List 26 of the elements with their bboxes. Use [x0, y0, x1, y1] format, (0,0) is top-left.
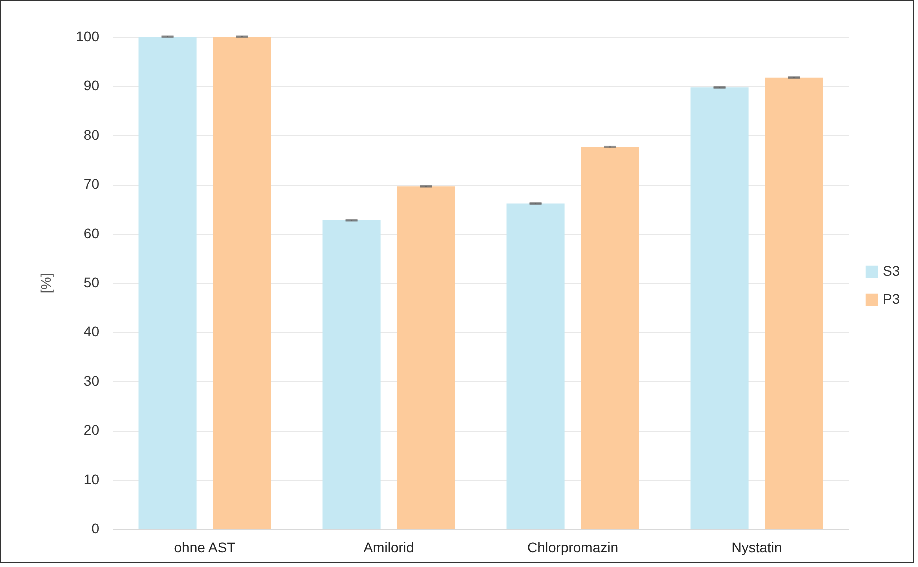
y-axis-title: [%] [38, 273, 54, 294]
bar [397, 186, 456, 529]
x-tick-label: ohne AST [174, 540, 236, 556]
y-tick-label: 70 [84, 176, 100, 192]
y-tick-label: 90 [84, 78, 100, 94]
y-tick-label: 80 [84, 126, 100, 143]
y-tick-label: 40 [84, 324, 100, 340]
bar [213, 37, 272, 529]
bar [322, 220, 381, 529]
y-tick-label: 60 [84, 225, 100, 242]
legend-label: S3 [883, 263, 900, 279]
bar [506, 204, 565, 529]
legend-label: P3 [883, 291, 900, 307]
y-tick-label: 50 [84, 274, 100, 290]
x-tick-label: Amilorid [364, 540, 414, 556]
y-tick-label: 0 [92, 520, 100, 536]
x-tick-label: Nystatin [732, 540, 782, 556]
bar [138, 37, 197, 529]
y-tick-label: 30 [84, 372, 100, 389]
y-tick-label: 20 [84, 422, 100, 438]
bar [765, 78, 824, 529]
bar [690, 88, 749, 529]
bar [581, 147, 640, 529]
y-tick-label: 10 [84, 471, 100, 488]
y-tick-label: 100 [76, 28, 100, 44]
x-tick-label: Chlorpromazin [527, 540, 619, 556]
